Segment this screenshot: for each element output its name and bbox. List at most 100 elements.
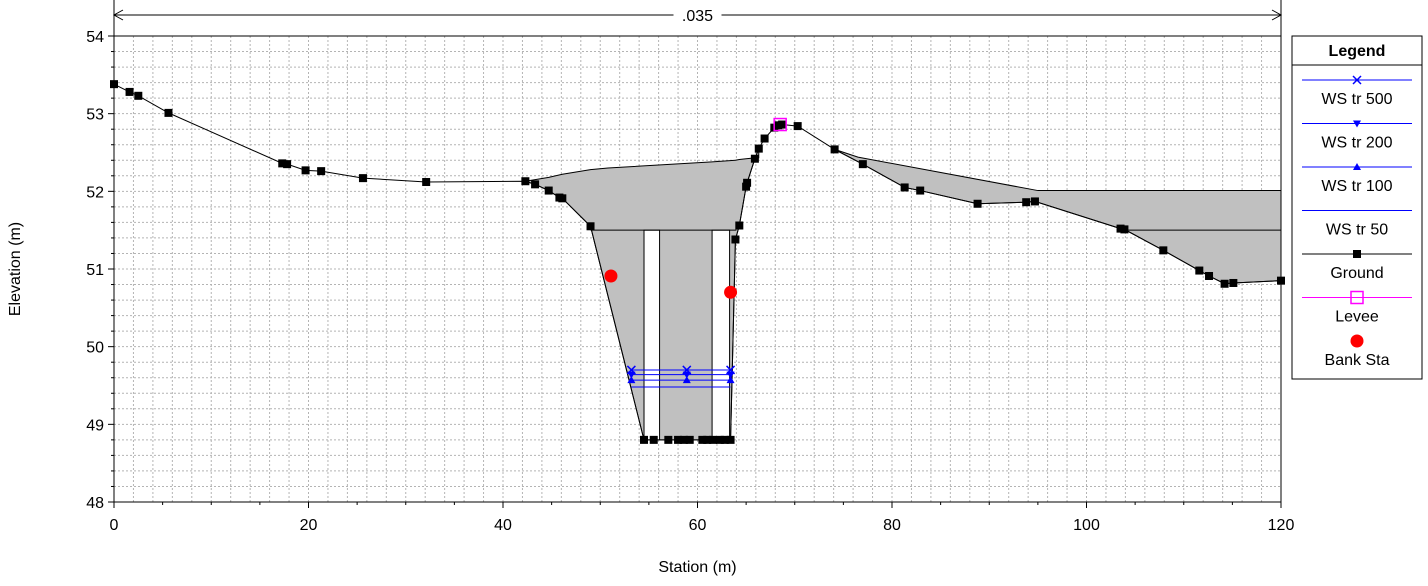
y-tick-label: 50: [86, 340, 104, 357]
x-tick-label: 0: [110, 517, 119, 534]
ground-point: [916, 186, 925, 195]
ground-point: [649, 435, 658, 444]
ground-point: [1120, 225, 1129, 234]
legend-swatch-marker: [1353, 120, 1361, 128]
ground-point: [664, 435, 673, 444]
flow-area-fill: [525, 148, 1282, 441]
legend-swatch-marker: [1350, 290, 1364, 305]
annotation-label: .035: [682, 8, 713, 25]
roughness-annotation: .035: [112, 0, 1283, 36]
ground-point: [685, 435, 694, 444]
ground-point: [731, 235, 740, 244]
ground-point: [278, 159, 287, 168]
ground-point: [358, 174, 367, 183]
ground-point: [698, 435, 707, 444]
legend-items: WS tr 500 WS tr 200 WS tr 100 WS tr 50 Groun…: [1302, 75, 1412, 369]
y-tick-label: 52: [86, 184, 104, 201]
ground-point: [726, 435, 735, 444]
ground-point: [164, 108, 173, 117]
ground-point: [715, 435, 724, 444]
ws-marker: [627, 371, 636, 379]
x-tick-label: 40: [494, 517, 512, 534]
ground-point: [586, 222, 595, 231]
x-tick-label: 120: [1268, 517, 1295, 534]
ground-point: [317, 167, 326, 176]
grid: [114, 36, 1281, 502]
legend-box: [1291, 35, 1423, 380]
annotation-arrowhead-right: [1271, 9, 1283, 21]
series-markers: [110, 80, 1285, 444]
ground-point: [544, 186, 553, 195]
annotation-label-bg: [673, 6, 722, 24]
obstruction: [711, 229, 731, 441]
x-tick-label: 80: [883, 517, 901, 534]
x-axis-title: Station (m): [658, 559, 736, 576]
y-tick-label: 54: [86, 29, 104, 46]
ws-marker: [726, 376, 735, 384]
ground-point: [1229, 278, 1238, 287]
levee-point: [773, 117, 787, 132]
ground-point: [422, 178, 431, 187]
legend-entry-label: Levee: [1335, 309, 1379, 326]
ws-marker: [682, 376, 691, 384]
y-tick-label: 53: [86, 107, 104, 124]
ground-point: [720, 435, 729, 444]
ground-point: [793, 122, 802, 131]
ws-marker: [627, 376, 636, 384]
legend-swatch-marker: [1353, 250, 1361, 258]
ground-point: [679, 435, 688, 444]
ws-marker: [726, 371, 735, 379]
ground-point: [1195, 266, 1204, 275]
legend-title: Legend: [1329, 43, 1386, 60]
bank-station-point: [604, 269, 618, 283]
ground-point: [531, 180, 540, 189]
ground-point: [640, 435, 649, 444]
legend-entry-label: WS tr 50: [1326, 222, 1388, 239]
ground-point: [754, 144, 763, 153]
x-tick-label: 100: [1073, 517, 1100, 534]
ground-point: [558, 194, 567, 203]
legend-entry-label: WS tr 500: [1321, 91, 1392, 108]
flow-area: [834, 148, 1282, 285]
ground-point: [830, 145, 839, 154]
ground-point: [1220, 279, 1229, 288]
ground-point: [283, 160, 292, 169]
ground-point: [674, 435, 683, 444]
ground-point: [1159, 246, 1168, 255]
ground-point: [703, 435, 712, 444]
y-tick-label: 48: [86, 495, 104, 512]
ground-point: [735, 221, 744, 230]
ground-point: [750, 154, 759, 163]
y-axis-title: Elevation (m): [7, 222, 24, 316]
ground-point: [1205, 271, 1214, 280]
ground-point: [973, 199, 982, 208]
ground-point: [858, 160, 867, 169]
legend-entry-label: Ground: [1330, 265, 1383, 282]
legend-entry-label: WS tr 200: [1321, 135, 1392, 152]
ground-point: [301, 166, 310, 175]
obstruction: [643, 229, 661, 441]
ground-point: [134, 91, 143, 100]
x-tick-label: 20: [300, 517, 318, 534]
legend-entry-label: WS tr 100: [1321, 178, 1392, 195]
ground-point: [743, 178, 752, 187]
legend-swatch-marker: [1350, 334, 1364, 348]
ground-point: [125, 87, 134, 96]
legend-swatch-marker: [1352, 75, 1362, 85]
y-tick-label: 49: [86, 417, 104, 434]
ground-point: [521, 177, 530, 186]
ground-point: [1022, 198, 1031, 207]
marker-x-stroke: [1352, 75, 1362, 85]
y-tick-label: 51: [86, 262, 104, 279]
ground-point: [760, 134, 769, 143]
annotation-arrowhead-left: [112, 9, 124, 21]
legend-swatch-marker: [1353, 163, 1361, 170]
ws-marker: [682, 371, 691, 379]
x-tick-label: 60: [689, 517, 707, 534]
ground-point: [709, 435, 718, 444]
ground-point: [778, 120, 787, 129]
legend-entry-label: Bank Sta: [1325, 352, 1390, 369]
ground-point: [1030, 197, 1039, 206]
